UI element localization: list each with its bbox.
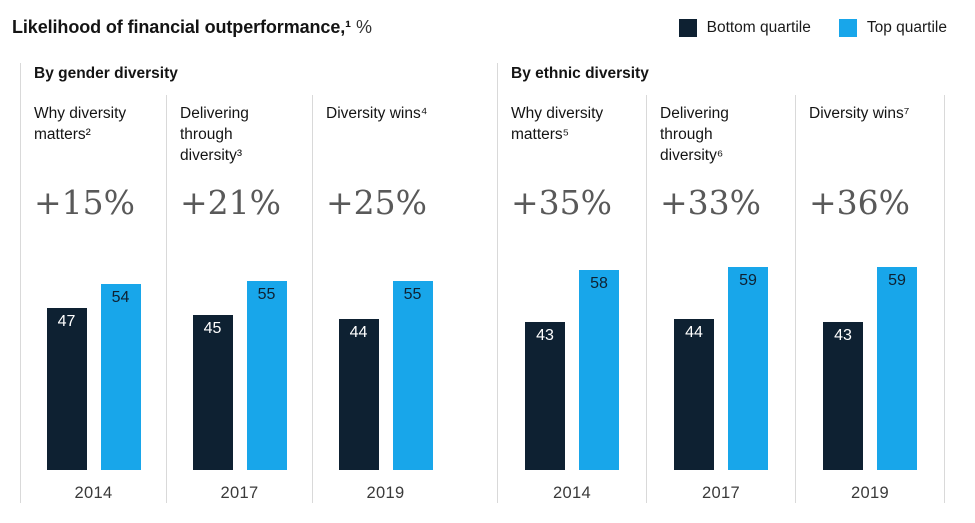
charts-row-gender: Why diversity matters² +15% 47 54 2014 D… bbox=[21, 95, 458, 503]
study-title: Diversity wins⁷ bbox=[809, 105, 910, 122]
year-label: 2019 bbox=[366, 484, 405, 502]
bar-group: 43 59 bbox=[823, 267, 917, 470]
delta-value: +36% bbox=[809, 183, 910, 222]
bar-group: 47 54 bbox=[46, 284, 141, 470]
year-label: 2019 bbox=[851, 484, 889, 502]
year-label: 2017 bbox=[220, 484, 259, 502]
bar-value-label: 45 bbox=[203, 320, 222, 337]
bar-value-label: 44 bbox=[685, 324, 703, 341]
chart-header: Likelihood of financial outperformance,¹… bbox=[0, 0, 975, 38]
bar-group: 44 59 bbox=[674, 267, 768, 470]
panel-gender-2017: Delivering through diversity³ +21% 45 55… bbox=[166, 95, 312, 503]
bar-value-label: 43 bbox=[834, 327, 852, 344]
bar-bottom-quartile: 47 bbox=[46, 308, 87, 470]
year-label: 2014 bbox=[74, 484, 113, 502]
bar-top-quartile: 59 bbox=[877, 267, 917, 470]
bar-bottom-quartile: 45 bbox=[192, 315, 233, 470]
bar-bottom-quartile: 44 bbox=[338, 319, 379, 470]
section-header-ethnic: By ethnic diversity bbox=[511, 65, 649, 82]
bar-top-quartile: 55 bbox=[392, 281, 433, 470]
study-title: Why diversity matters² bbox=[34, 105, 127, 143]
bar-bottom-quartile: 44 bbox=[674, 319, 714, 470]
bar-group: 43 58 bbox=[525, 270, 619, 470]
bar-top-quartile: 59 bbox=[728, 267, 768, 470]
section-header-gender: By gender diversity bbox=[34, 65, 178, 82]
bar-value-label: 59 bbox=[739, 272, 757, 289]
year-label: 2014 bbox=[553, 484, 591, 502]
bar-value-label: 43 bbox=[536, 327, 554, 344]
legend-item-bottom-quartile: Bottom quartile bbox=[678, 19, 811, 37]
year-label: 2017 bbox=[702, 484, 740, 502]
bar-value-label: 59 bbox=[888, 272, 906, 289]
legend-swatch-bottom-quartile-icon bbox=[678, 19, 697, 37]
section-gender-diversity: By gender diversity Why diversity matter… bbox=[20, 63, 458, 503]
legend: Bottom quartile Top quartile bbox=[678, 16, 947, 37]
bar-value-label: 47 bbox=[57, 313, 76, 330]
legend-label-top-quartile: Top quartile bbox=[866, 19, 947, 36]
panel-ethnic-2014: Why diversity matters⁵ +35% 43 58 2014 bbox=[498, 95, 646, 503]
bar-value-label: 55 bbox=[403, 286, 422, 303]
delta-value: +35% bbox=[511, 183, 612, 222]
bar-top-quartile: 55 bbox=[246, 281, 287, 470]
delta-value: +15% bbox=[34, 183, 135, 222]
bar-value-label: 55 bbox=[257, 286, 276, 303]
page-title-unit: % bbox=[356, 17, 372, 37]
legend-swatch-top-quartile-icon bbox=[838, 19, 857, 37]
panel-ethnic-2019: Diversity wins⁷ +36% 43 59 2019 bbox=[795, 95, 944, 503]
charts-row-ethnic: Why diversity matters⁵ +35% 43 58 2014 D… bbox=[498, 95, 945, 503]
delta-value: +21% bbox=[180, 183, 281, 222]
bar-value-label: 58 bbox=[590, 275, 608, 292]
bar-top-quartile: 58 bbox=[579, 270, 619, 470]
study-title: Why diversity matters⁵ bbox=[511, 105, 604, 143]
legend-item-top-quartile: Top quartile bbox=[838, 19, 947, 37]
page-title-main: Likelihood of financial outperformance,¹ bbox=[12, 17, 352, 37]
bar-value-label: 54 bbox=[111, 289, 130, 306]
page-title: Likelihood of financial outperformance,¹… bbox=[12, 16, 372, 38]
chart-body: By gender diversity Why diversity matter… bbox=[20, 63, 975, 503]
bar-value-label: 44 bbox=[349, 324, 368, 341]
bar-group: 44 55 bbox=[338, 281, 433, 470]
bar-bottom-quartile: 43 bbox=[823, 322, 863, 470]
bar-bottom-quartile: 43 bbox=[525, 322, 565, 470]
bar-top-quartile: 54 bbox=[100, 284, 141, 470]
study-title: Delivering through diversity³ bbox=[180, 105, 249, 164]
legend-label-bottom-quartile: Bottom quartile bbox=[706, 19, 811, 36]
section-ethnic-diversity: By ethnic diversity Why diversity matter… bbox=[497, 63, 945, 503]
panel-gender-2014: Why diversity matters² +15% 47 54 2014 bbox=[21, 95, 166, 503]
study-title: Delivering through diversity⁶ bbox=[660, 105, 729, 164]
study-title: Diversity wins⁴ bbox=[326, 105, 428, 122]
delta-value: +33% bbox=[660, 183, 761, 222]
panel-ethnic-2017: Delivering through diversity⁶ +33% 44 59… bbox=[646, 95, 795, 503]
bar-group: 45 55 bbox=[192, 281, 287, 470]
panel-gender-2019: Diversity wins⁴ +25% 44 55 2019 bbox=[312, 95, 458, 503]
delta-value: +25% bbox=[326, 183, 427, 222]
